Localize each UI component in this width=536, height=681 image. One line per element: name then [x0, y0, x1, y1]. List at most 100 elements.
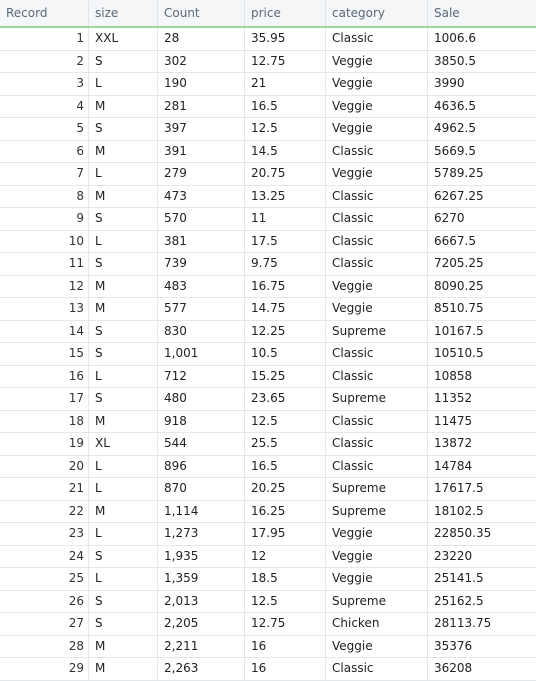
- table-row[interactable]: 24 S 1,935 12 Veggie 23220: [0, 545, 536, 568]
- size-cell[interactable]: S: [89, 118, 158, 140]
- category-cell[interactable]: Veggie: [326, 50, 428, 72]
- category-cell[interactable]: Classic: [326, 208, 428, 230]
- record-cell[interactable]: 3: [0, 73, 89, 95]
- table-row[interactable]: 9 S 570 11 Classic 6270: [0, 208, 536, 231]
- record-cell[interactable]: 7: [0, 163, 89, 185]
- table-row[interactable]: 8 M 473 13.25 Classic 6267.25: [0, 185, 536, 208]
- record-cell[interactable]: 1: [0, 28, 89, 50]
- record-cell[interactable]: 24: [0, 545, 89, 567]
- sale-cell[interactable]: 10167.5: [434, 323, 484, 338]
- price-cell[interactable]: 17.95: [245, 523, 326, 545]
- count-cell[interactable]: 2,263: [158, 658, 245, 680]
- price-cell[interactable]: 35.95: [245, 28, 326, 50]
- record-cell[interactable]: 2: [0, 50, 89, 72]
- size-cell[interactable]: M: [89, 500, 158, 522]
- size-cell[interactable]: M: [89, 298, 158, 320]
- price-cell[interactable]: 9.75: [245, 253, 326, 275]
- sale-cell[interactable]: 36208: [434, 661, 473, 675]
- price-cell[interactable]: 25.5: [245, 433, 326, 455]
- sale-cell[interactable]: 8090.25: [434, 278, 484, 293]
- price-cell[interactable]: 23.65: [245, 388, 326, 410]
- sale-cell[interactable]: 10858: [434, 368, 473, 383]
- sale-cell[interactable]: 25162.5: [434, 593, 484, 608]
- price-cell[interactable]: 15.25: [245, 365, 326, 387]
- category-cell[interactable]: Veggie: [326, 73, 428, 95]
- record-cell[interactable]: 28: [0, 635, 89, 657]
- price-cell[interactable]: 11: [245, 208, 326, 230]
- sale-cell[interactable]: 11475: [434, 413, 473, 428]
- table-row[interactable]: 2 S 302 12.75 Veggie 3850.5: [0, 50, 536, 73]
- price-cell[interactable]: 17.5: [245, 230, 326, 252]
- record-cell[interactable]: 5: [0, 118, 89, 140]
- count-cell[interactable]: 483: [158, 275, 245, 297]
- column-header-record[interactable]: Record: [0, 0, 89, 26]
- size-cell[interactable]: M: [89, 95, 158, 117]
- sale-cell[interactable]: 13872: [434, 436, 473, 450]
- record-cell[interactable]: 9: [0, 208, 89, 230]
- category-cell[interactable]: Veggie: [326, 298, 428, 320]
- price-cell[interactable]: 14.5: [245, 140, 326, 162]
- record-cell[interactable]: 20: [0, 455, 89, 477]
- category-cell[interactable]: Classic: [326, 658, 428, 680]
- sale-cell[interactable]: 7205.25: [434, 256, 484, 270]
- price-cell[interactable]: 13.25: [245, 185, 326, 207]
- category-cell[interactable]: Supreme: [326, 590, 428, 612]
- count-cell[interactable]: 1,935: [158, 545, 245, 567]
- count-cell[interactable]: 870: [158, 478, 245, 500]
- count-cell[interactable]: 1,001: [158, 343, 245, 365]
- record-cell[interactable]: 22: [0, 500, 89, 522]
- column-header-category[interactable]: category: [326, 0, 428, 26]
- size-cell[interactable]: L: [89, 568, 158, 590]
- category-cell[interactable]: Classic: [326, 343, 428, 365]
- count-cell[interactable]: 397: [158, 118, 245, 140]
- count-cell[interactable]: 1,359: [158, 568, 245, 590]
- count-cell[interactable]: 28: [158, 28, 245, 50]
- record-cell[interactable]: 14: [0, 320, 89, 342]
- count-cell[interactable]: 190: [158, 73, 245, 95]
- record-cell[interactable]: 19: [0, 433, 89, 455]
- category-cell[interactable]: Veggie: [326, 163, 428, 185]
- count-cell[interactable]: 712: [158, 365, 245, 387]
- sale-cell[interactable]: 1006.6: [434, 31, 476, 45]
- table-row[interactable]: 15 S 1,001 10.5 Classic 10510.5: [0, 343, 536, 366]
- price-cell[interactable]: 12.5: [245, 590, 326, 612]
- count-cell[interactable]: 1,114: [158, 500, 245, 522]
- price-cell[interactable]: 20.25: [245, 478, 326, 500]
- category-cell[interactable]: Supreme: [326, 500, 428, 522]
- sale-cell[interactable]: 35376: [434, 638, 473, 653]
- table-row[interactable]: 17 S 480 23.65 Supreme 11352: [0, 388, 536, 411]
- table-row[interactable]: 16 L 712 15.25 Classic 10858: [0, 365, 536, 388]
- table-row[interactable]: 23 L 1,273 17.95 Veggie 22850.35: [0, 523, 536, 546]
- table-row[interactable]: 10 L 381 17.5 Classic 6667.5: [0, 230, 536, 253]
- column-header-count[interactable]: Count: [158, 0, 245, 26]
- category-cell[interactable]: Veggie: [326, 545, 428, 567]
- table-row[interactable]: 13 M 577 14.75 Veggie 8510.75: [0, 298, 536, 321]
- table-row[interactable]: 6 M 391 14.5 Classic 5669.5: [0, 140, 536, 163]
- count-cell[interactable]: 281: [158, 95, 245, 117]
- price-cell[interactable]: 21: [245, 73, 326, 95]
- count-cell[interactable]: 480: [158, 388, 245, 410]
- size-cell[interactable]: S: [89, 343, 158, 365]
- price-cell[interactable]: 16.5: [245, 95, 326, 117]
- record-cell[interactable]: 6: [0, 140, 89, 162]
- table-row[interactable]: 25 L 1,359 18.5 Veggie 25141.5: [0, 568, 536, 591]
- record-cell[interactable]: 29: [0, 658, 89, 680]
- size-cell[interactable]: XL: [89, 433, 158, 455]
- price-cell[interactable]: 16: [245, 658, 326, 680]
- record-cell[interactable]: 26: [0, 590, 89, 612]
- size-cell[interactable]: S: [89, 590, 158, 612]
- size-cell[interactable]: S: [89, 208, 158, 230]
- category-cell[interactable]: Supreme: [326, 320, 428, 342]
- table-row[interactable]: 28 M 2,211 16 Veggie 35376: [0, 635, 536, 658]
- price-cell[interactable]: 16.25: [245, 500, 326, 522]
- record-cell[interactable]: 13: [0, 298, 89, 320]
- sale-cell[interactable]: 6267.25: [434, 188, 484, 203]
- price-cell[interactable]: 16.5: [245, 455, 326, 477]
- count-cell[interactable]: 544: [158, 433, 245, 455]
- size-cell[interactable]: L: [89, 478, 158, 500]
- count-cell[interactable]: 391: [158, 140, 245, 162]
- category-cell[interactable]: Classic: [326, 410, 428, 432]
- count-cell[interactable]: 896: [158, 455, 245, 477]
- size-cell[interactable]: L: [89, 230, 158, 252]
- table-row[interactable]: 19 XL 544 25.5 Classic 13872: [0, 433, 536, 456]
